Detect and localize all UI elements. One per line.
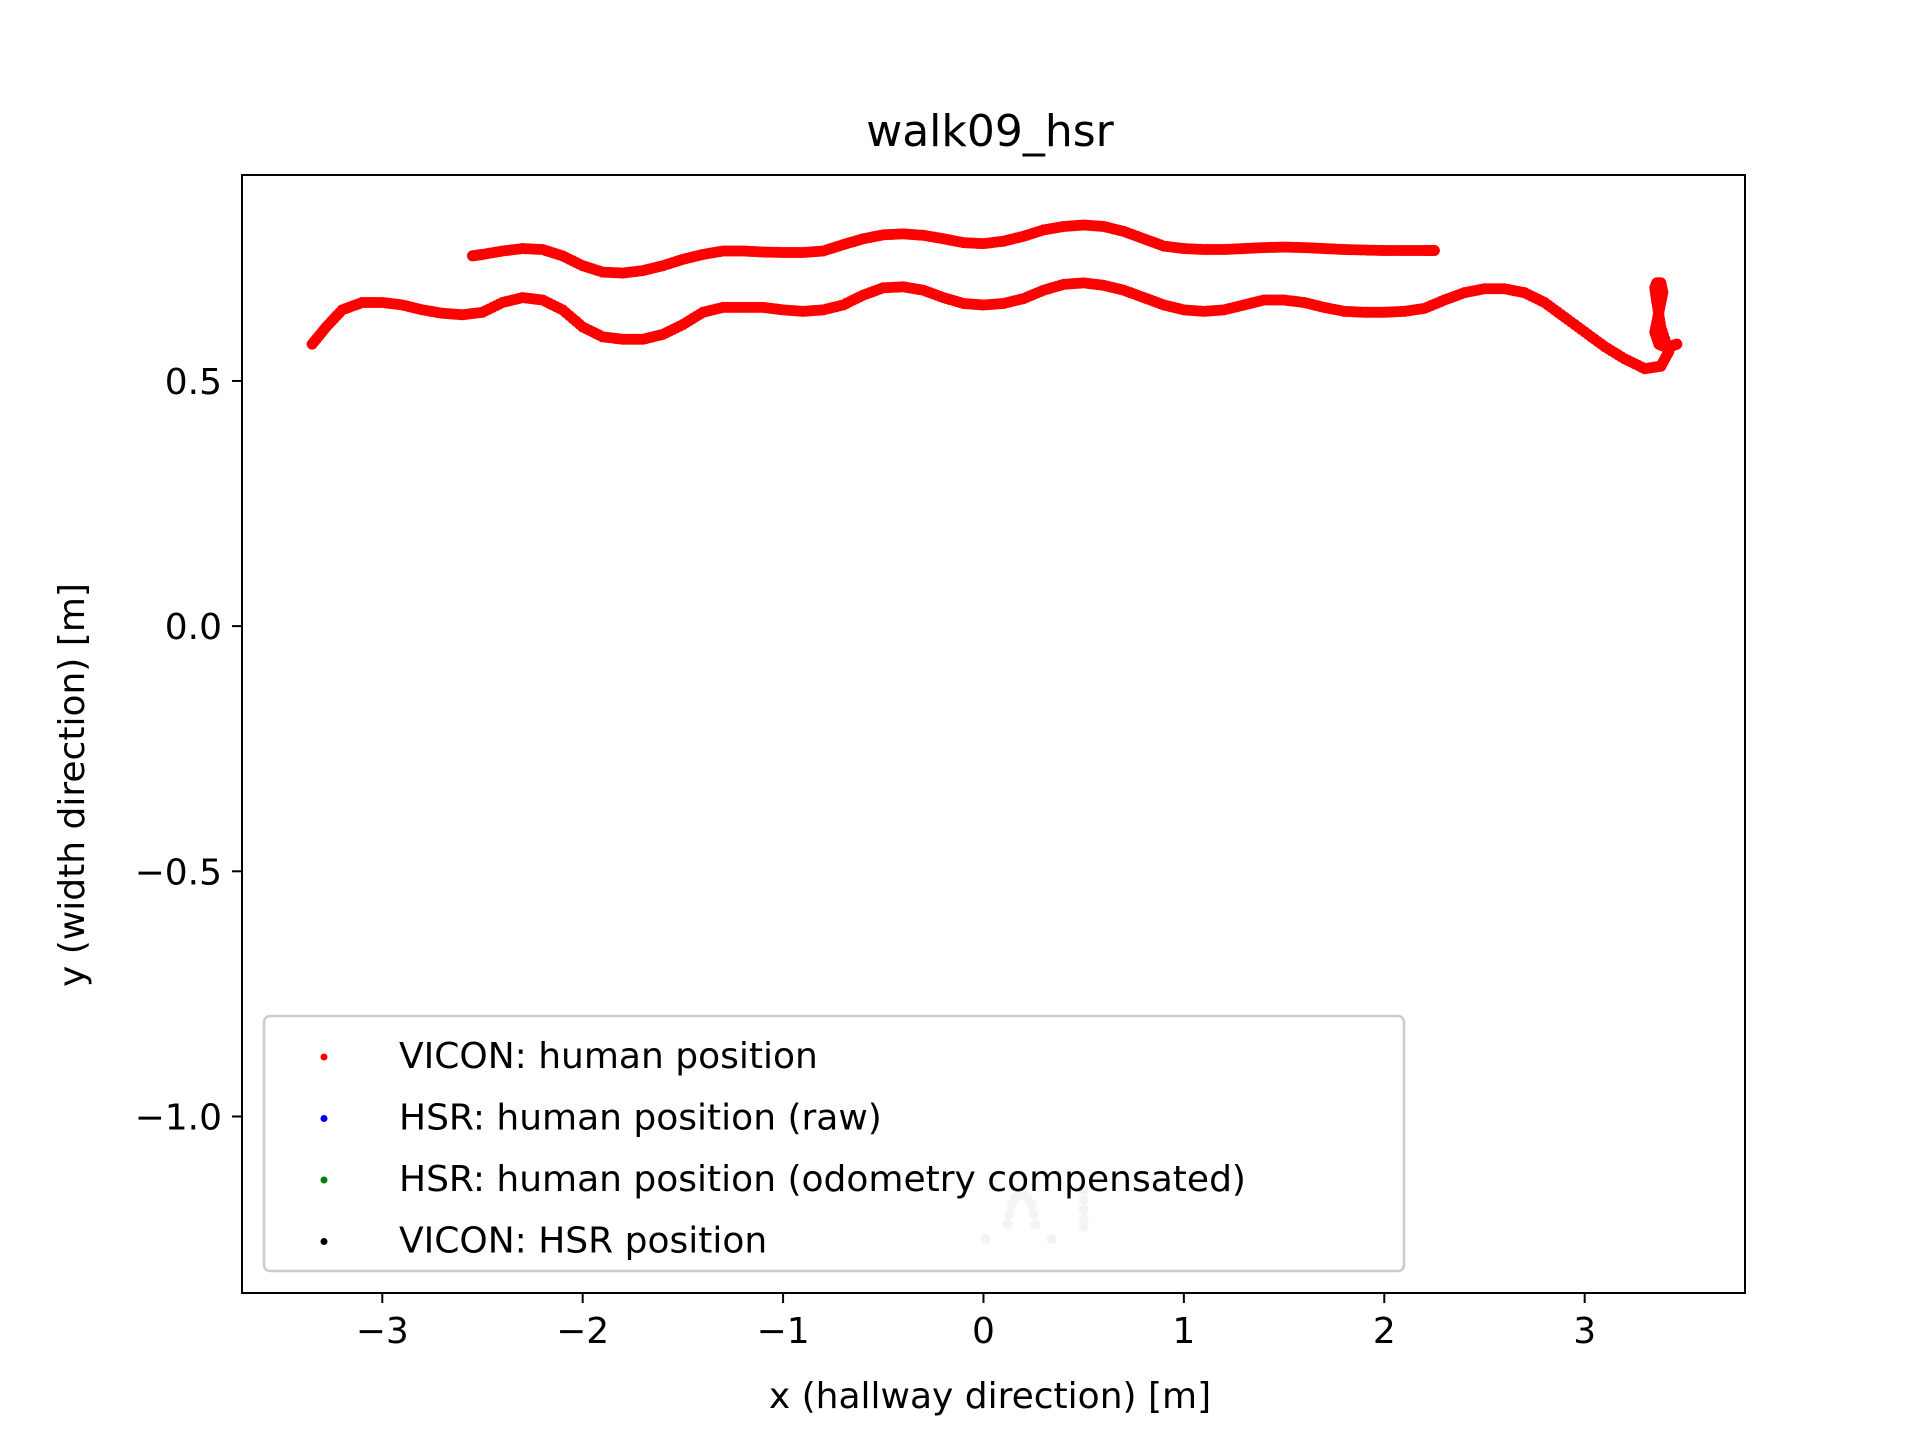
- plot-area: [241, 174, 1746, 1294]
- x-tick-label: 2: [1373, 1311, 1396, 1352]
- data-point: [1428, 245, 1440, 257]
- legend-label: HSR: human position (raw): [399, 1098, 882, 1139]
- y-tick-label: −0.5: [135, 852, 222, 893]
- legend-marker: [320, 1176, 328, 1184]
- y-tick-label: −1.0: [135, 1097, 222, 1138]
- legend-box: [262, 1014, 1406, 1273]
- legend: VICON: human position HSR: human position…: [262, 1014, 1406, 1273]
- legend-marker: [320, 1115, 328, 1122]
- x-axis: −3 −2 −1 0 1 2 3: [356, 1293, 1596, 1352]
- legend-marker: [320, 1053, 328, 1061]
- legend-label: VICON: human position: [399, 1036, 818, 1077]
- y-tick-label: 0.0: [165, 607, 222, 648]
- legend-marker: [320, 1238, 328, 1245]
- x-tick-label: 1: [1172, 1311, 1195, 1352]
- y-axis: 0.5 0.0 −0.5 −1.0: [135, 362, 242, 1138]
- legend-label: VICON: HSR position: [399, 1221, 767, 1262]
- legend-label: HSR: human position (odometry compensate…: [399, 1159, 1246, 1200]
- x-tick-label: −1: [757, 1311, 810, 1352]
- x-axis-label: x (hallway direction) [m]: [769, 1376, 1211, 1417]
- y-axis-label: y (width direction) [m]: [52, 583, 93, 987]
- y-tick-label: 0.5: [165, 362, 222, 403]
- x-tick-label: 0: [972, 1311, 995, 1352]
- data-layer: [306, 219, 1683, 1245]
- x-tick-label: −2: [556, 1311, 609, 1352]
- x-tick-label: −3: [356, 1311, 409, 1352]
- plot-frame: [241, 174, 1746, 1294]
- series-0: [306, 277, 1683, 375]
- chart-title: walk09_hsr: [866, 106, 1114, 157]
- series-1: [466, 219, 1440, 279]
- x-tick-label: 3: [1573, 1311, 1596, 1352]
- data-point: [1671, 338, 1683, 350]
